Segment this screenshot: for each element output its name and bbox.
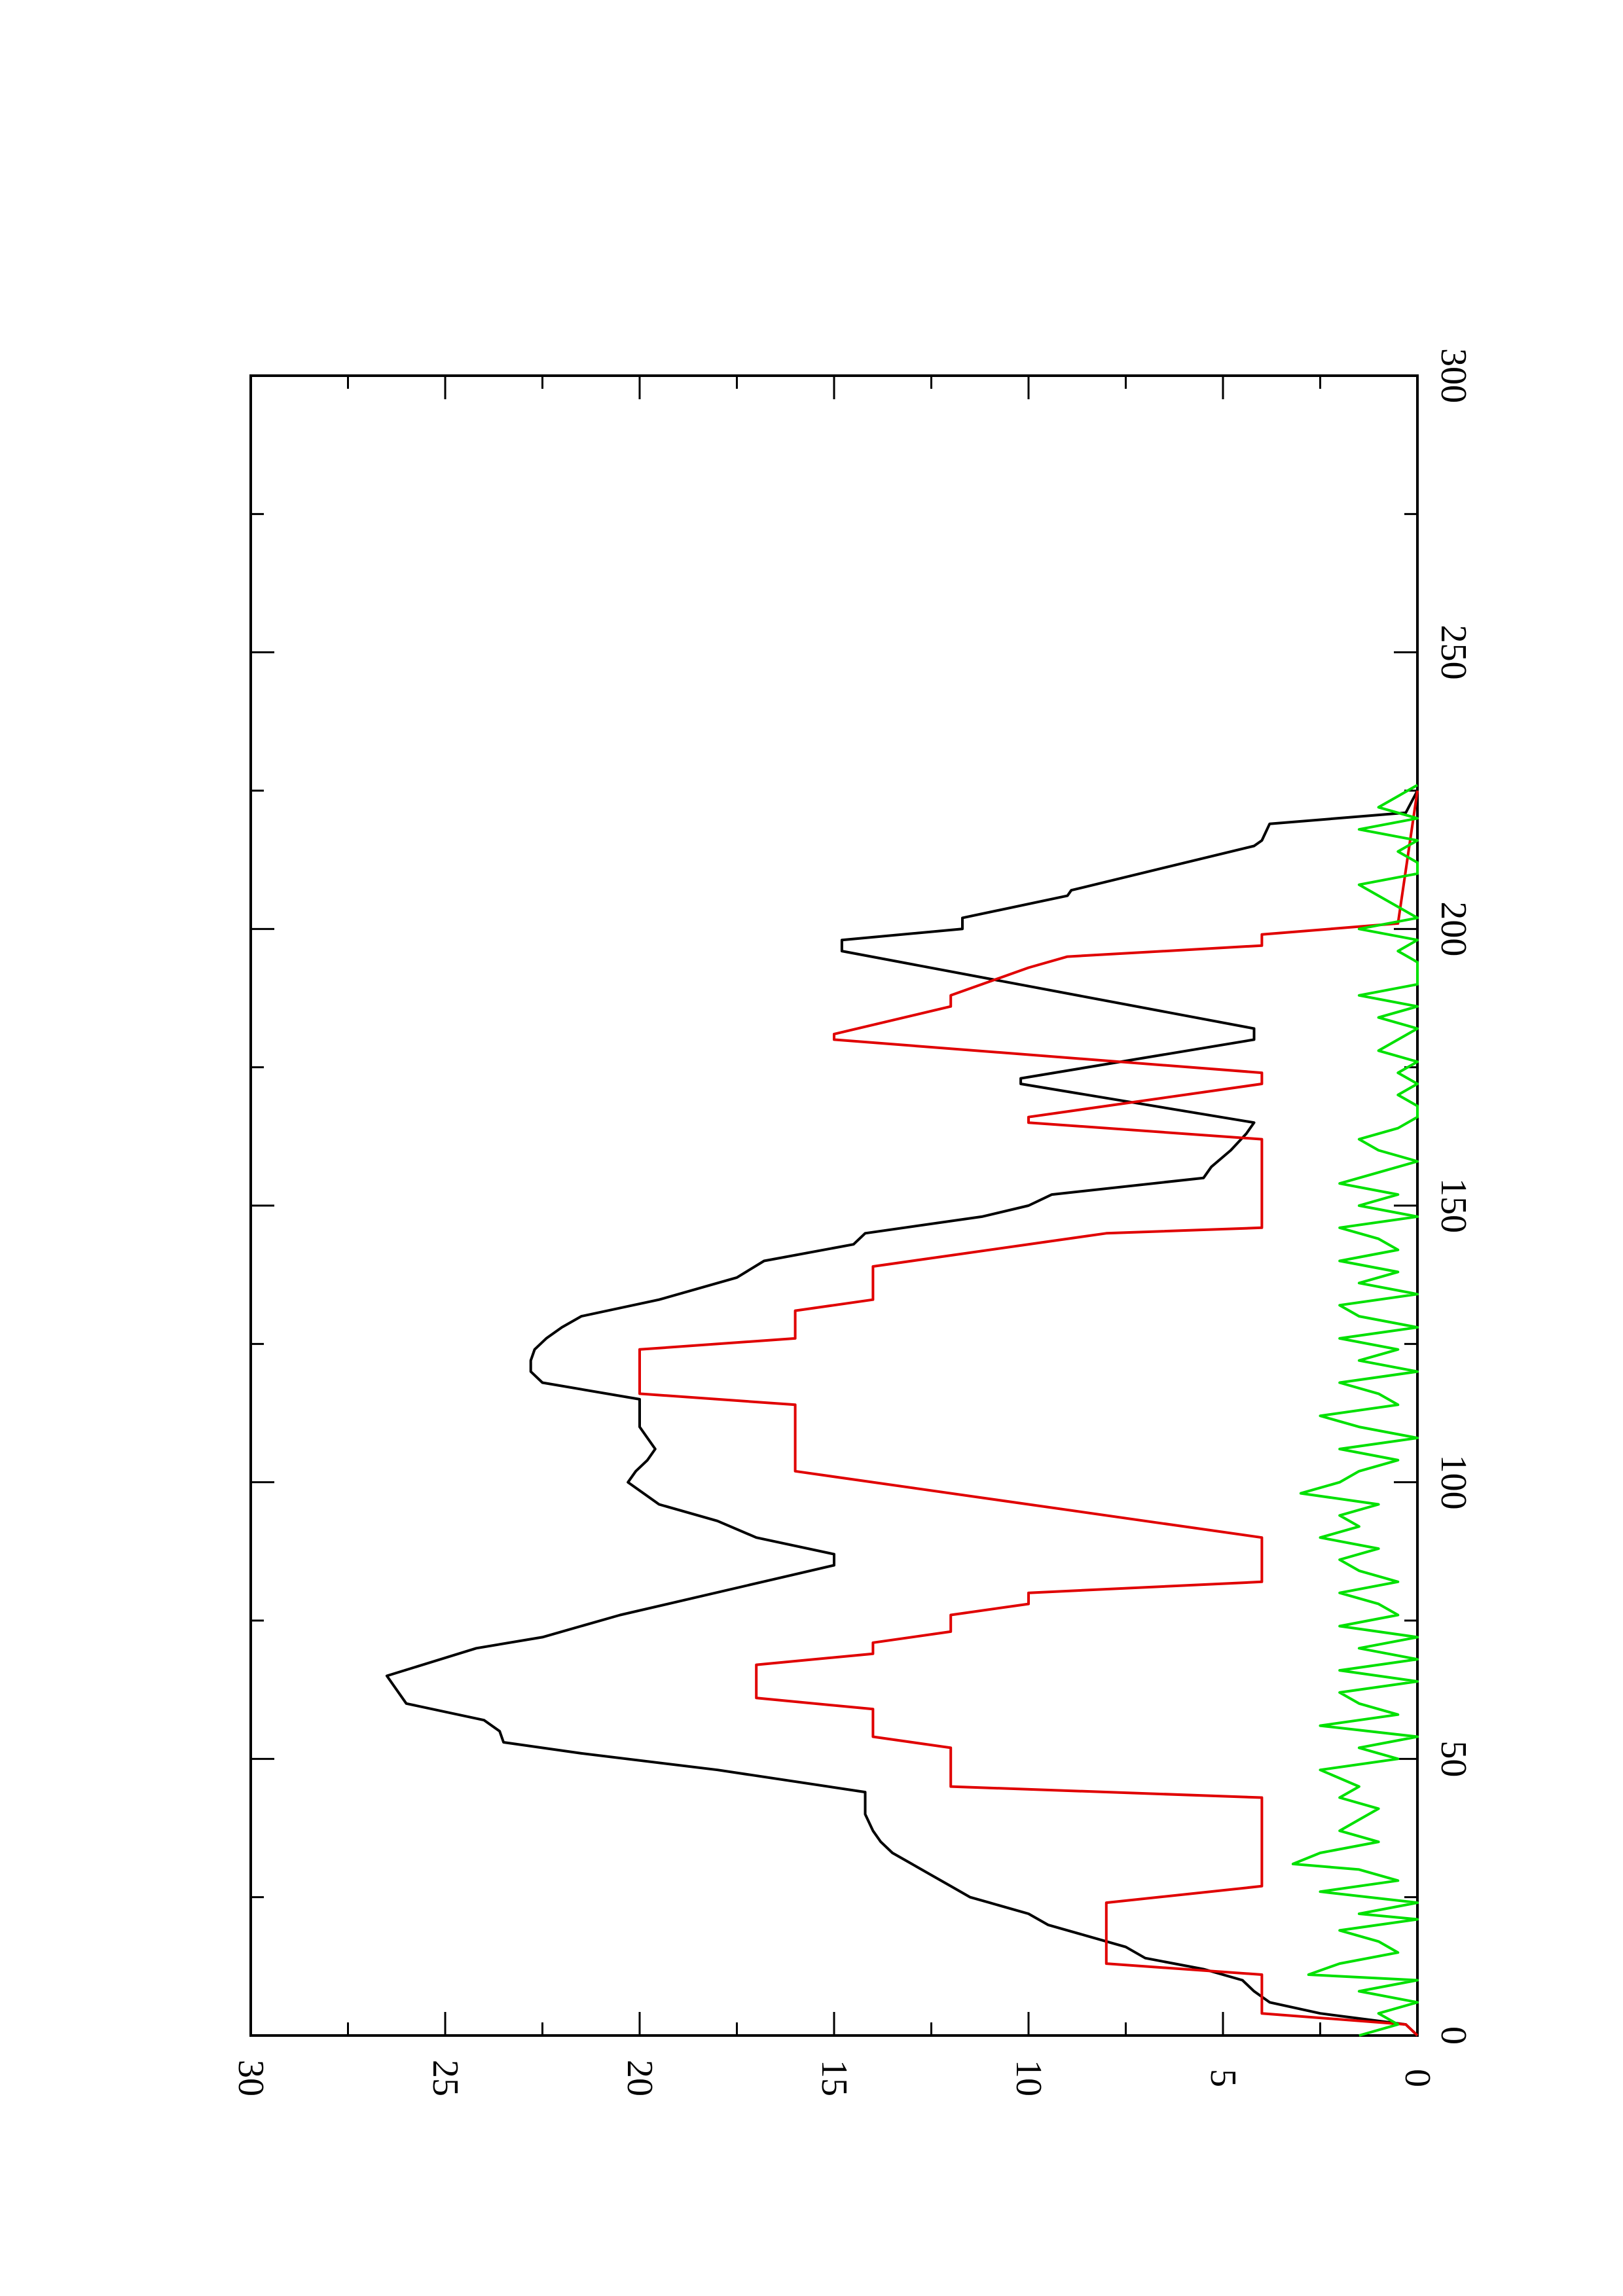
tick-labels: 0 50 100 150 200 250 300 0 5 10 15 20 25 30 — [230, 348, 1474, 2096]
x-tick-label: 300 — [1433, 348, 1474, 403]
y-tick-label: 15 — [814, 2060, 854, 2096]
y-tick-label: 20 — [619, 2060, 660, 2096]
y-tick-label: 10 — [1008, 2060, 1049, 2096]
y-tick-label: 5 — [1203, 2069, 1243, 2087]
y-tick-label: 25 — [425, 2060, 465, 2096]
series-line-1 — [385, 790, 1419, 2037]
axis-ticks — [249, 374, 1419, 2037]
series-lines — [385, 783, 1419, 2037]
x-tick-label: 0 — [1433, 2026, 1474, 2045]
x-tick-label: 50 — [1433, 1740, 1474, 1777]
series-line-3 — [1291, 783, 1419, 2037]
series-line-2 — [638, 790, 1419, 2037]
x-tick-label: 250 — [1433, 625, 1474, 680]
y-tick-label: 0 — [1397, 2069, 1438, 2087]
y-tick-label: 30 — [230, 2060, 271, 2096]
x-tick-label: 150 — [1433, 1178, 1474, 1233]
x-tick-label: 100 — [1433, 1455, 1474, 1510]
x-tick-label: 200 — [1433, 901, 1474, 956]
